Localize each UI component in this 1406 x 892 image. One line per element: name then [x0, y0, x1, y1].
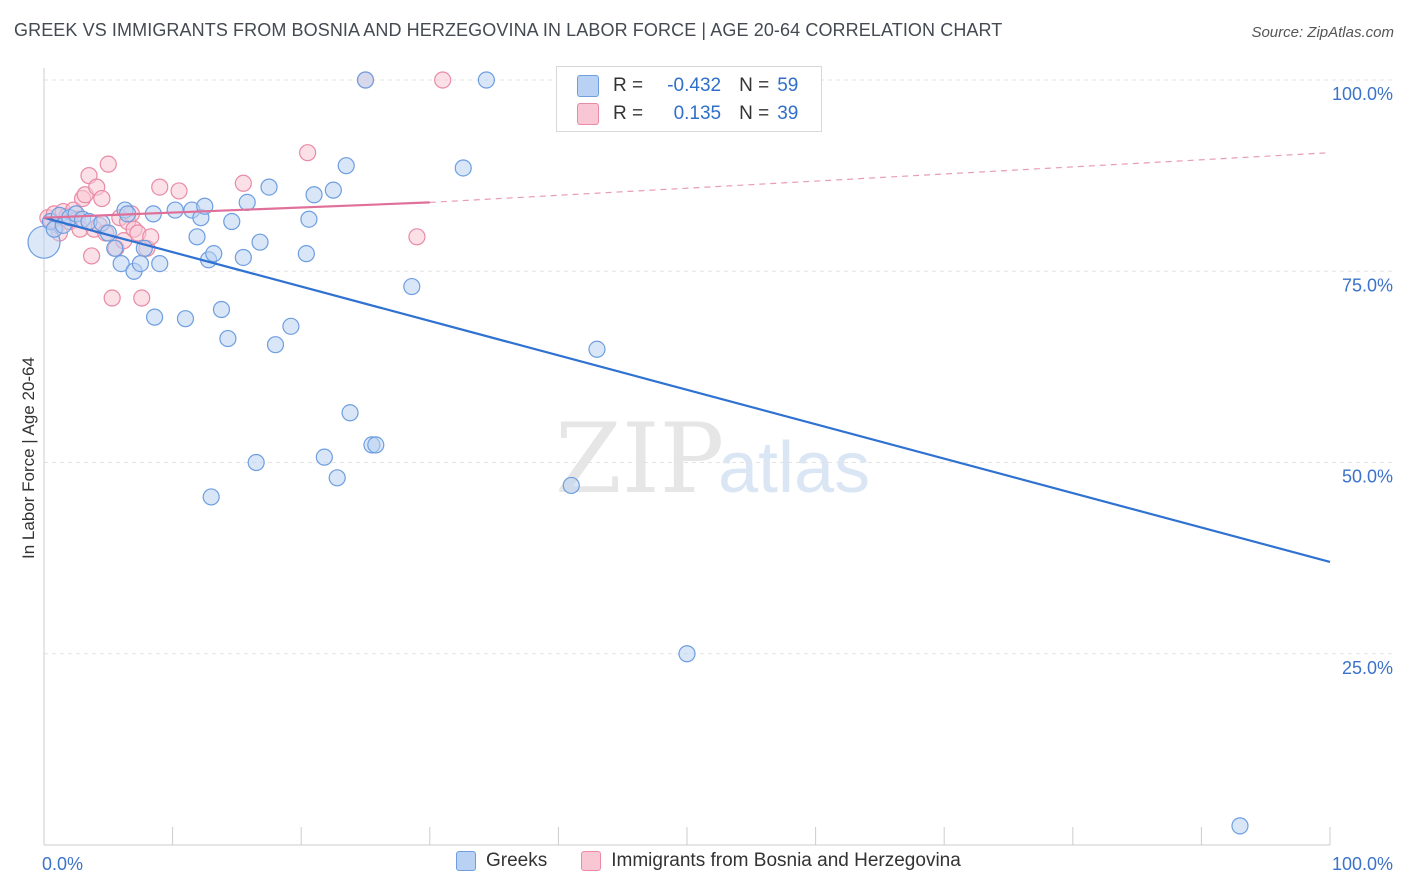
- greeks-point-50: [403, 277, 421, 296]
- greeks-point-55: [678, 645, 696, 663]
- greeks-point-18: [145, 308, 164, 326]
- legend-label-greeks: Greeks: [486, 850, 548, 871]
- legend-swatch-bosnia: [581, 851, 602, 871]
- greeks-point-40: [300, 210, 318, 228]
- greeks-point-53: [562, 476, 580, 495]
- greeks-point-34: [247, 453, 265, 472]
- greeks-n-label: N =: [739, 75, 770, 96]
- stats-row-greeks: R = -0.432 N = 59: [577, 72, 798, 100]
- bosnia-r-label: R =: [613, 103, 644, 124]
- legend-label-bosnia: Immigrants from Bosnia and Herzegovina: [611, 850, 961, 871]
- greeks-swatch: [577, 75, 599, 97]
- watermark-zip: ZIP: [555, 403, 724, 515]
- bosnia-point-35: [299, 144, 317, 162]
- x-tick-label-0: 0.0%: [42, 854, 83, 874]
- greeks-point-28: [202, 488, 220, 506]
- greeks-point-39: [297, 245, 315, 263]
- legend-swatch-greeks: [456, 851, 476, 871]
- y-tick-label-3: 25.0%: [1342, 658, 1393, 678]
- greeks-point-54: [588, 340, 606, 358]
- greeks-point-30: [219, 329, 237, 348]
- bosnia-n-label: N =: [739, 103, 770, 124]
- bosnia-point-20: [99, 155, 117, 173]
- bosnia-point-14: [82, 247, 101, 265]
- legend: Greeks Immigrants from Bosnia and Herzeg…: [456, 850, 995, 872]
- greeks-point-35: [251, 233, 269, 251]
- source-label: Source: ZipAtlas.com: [1251, 24, 1394, 41]
- greeks-point-15: [131, 255, 150, 273]
- greeks-point-43: [324, 181, 342, 199]
- greeks-point-36: [260, 178, 278, 196]
- greeks-n-value: 59: [777, 75, 799, 96]
- greeks-point-52: [477, 71, 495, 89]
- bosnia-point-37: [408, 228, 426, 246]
- bosnia-trend-extension: [429, 152, 1331, 203]
- greeks-point-44: [328, 469, 346, 487]
- greeks-point-58: [1231, 817, 1249, 835]
- greeks-point-41: [305, 186, 323, 204]
- bosnia-point-29: [133, 289, 151, 307]
- greeks-point-49: [367, 436, 385, 454]
- greeks-point-32: [234, 248, 252, 267]
- greeks-point-11: [112, 255, 130, 273]
- stats-box: R = -0.432 N = 59 R = 0.135 N = 39: [556, 66, 822, 132]
- greeks-point-27: [205, 245, 223, 263]
- greeks-point-10: [106, 239, 124, 257]
- bosnia-point-38: [434, 71, 452, 89]
- greeks-point-46: [341, 404, 359, 422]
- y-axis-label: In Labor Force | Age 20-64: [19, 357, 38, 559]
- bosnia-point-33: [170, 182, 188, 200]
- greeks-point-37: [266, 336, 285, 354]
- greeks-point-45: [337, 157, 355, 175]
- y-tick-label-0: 100.0%: [1332, 84, 1393, 104]
- y-tick-label-1: 75.0%: [1342, 275, 1393, 295]
- greeks-point-33: [238, 193, 256, 211]
- greeks-point-51: [454, 159, 472, 177]
- greeks-r-label: R =: [613, 75, 644, 96]
- greeks-point-42: [315, 448, 333, 466]
- bosnia-r-value: 0.135: [673, 103, 722, 124]
- bosnia-trend-line: [43, 201, 430, 219]
- bosnia-point-21: [103, 289, 121, 307]
- greeks-point-23: [188, 228, 206, 246]
- y-tick-label-2: 50.0%: [1342, 467, 1393, 487]
- chart-title: GREEK VS IMMIGRANTS FROM BOSNIA AND HERZ…: [14, 20, 1003, 40]
- bosnia-point-34: [234, 174, 252, 192]
- bosnia-point-18: [93, 189, 111, 208]
- bosnia-swatch: [577, 103, 599, 125]
- legend-item-greeks[interactable]: Greeks: [456, 850, 547, 872]
- greeks-trend-line: [43, 216, 1331, 564]
- bosnia-n-value: 39: [777, 103, 799, 124]
- greeks-r-value: -0.432: [667, 75, 722, 96]
- x-tick-label-1: 100.0%: [1332, 854, 1393, 874]
- greeks-point-21: [176, 310, 195, 328]
- legend-item-bosnia[interactable]: Immigrants from Bosnia and Herzegovina: [581, 850, 961, 872]
- bosnia-point-32: [151, 178, 169, 196]
- greeks-point-29: [212, 300, 231, 319]
- stats-row-bosnia: R = 0.135 N = 39: [577, 100, 798, 128]
- greeks-point-19: [151, 255, 169, 273]
- greeks-point-38: [282, 317, 300, 335]
- watermark-atlas: atlas: [718, 428, 870, 508]
- greeks-point-31: [223, 212, 241, 231]
- greeks-point-20: [166, 201, 184, 219]
- greeks-point-47: [356, 71, 375, 89]
